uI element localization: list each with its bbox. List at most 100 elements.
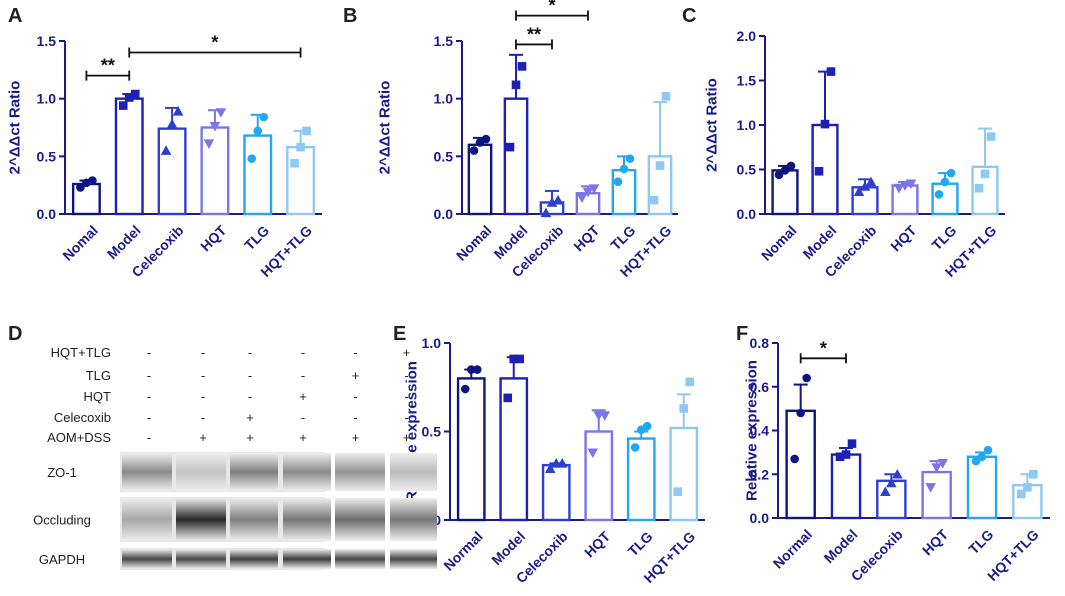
data-point bbox=[166, 118, 178, 129]
data-point bbox=[661, 92, 671, 101]
data-point bbox=[814, 166, 824, 176]
data-point bbox=[655, 161, 665, 170]
treatment-sign: + bbox=[199, 430, 207, 445]
data-point bbox=[469, 146, 479, 155]
treatment-sign: - bbox=[301, 410, 305, 425]
y-axis-title: 2^ΔΔct Ratio bbox=[7, 81, 24, 175]
data-point bbox=[130, 89, 140, 99]
data-point bbox=[893, 183, 905, 194]
blot-band bbox=[230, 498, 278, 541]
data-point bbox=[859, 181, 871, 191]
data-point bbox=[625, 154, 635, 163]
y-tick-label: 1.5 bbox=[737, 73, 757, 89]
data-point bbox=[774, 170, 784, 180]
data-point bbox=[826, 67, 836, 76]
data-point bbox=[215, 108, 227, 118]
data-point bbox=[847, 439, 857, 448]
blot-band bbox=[122, 453, 172, 491]
data-point bbox=[865, 176, 877, 187]
blot-band bbox=[283, 453, 331, 491]
data-point bbox=[786, 161, 796, 171]
treatment-sign: - bbox=[404, 410, 408, 425]
bar bbox=[456, 377, 486, 522]
band-label: Occluding bbox=[33, 513, 91, 528]
treatment-sign: - bbox=[404, 389, 408, 404]
data-point bbox=[780, 166, 790, 175]
data-point bbox=[946, 168, 956, 178]
data-point bbox=[472, 365, 482, 374]
y-tick-label: 2.0 bbox=[737, 28, 757, 44]
blot-band bbox=[122, 498, 172, 541]
bar bbox=[157, 127, 187, 216]
bar bbox=[200, 126, 230, 216]
data-point bbox=[925, 483, 936, 493]
bar bbox=[931, 182, 959, 216]
treatment-sign: - bbox=[201, 389, 205, 404]
band-label: ZO-1 bbox=[47, 465, 77, 480]
treatment-sign: - bbox=[147, 368, 151, 383]
chart-panel-b: B0.00.51.01.52^ΔΔct RatioNomalModelCelec… bbox=[343, 0, 678, 280]
bar bbox=[584, 430, 614, 522]
x-category-label: HQT bbox=[887, 222, 920, 255]
data-point bbox=[599, 411, 611, 421]
data-point bbox=[544, 463, 556, 473]
bar bbox=[966, 455, 998, 520]
data-point bbox=[515, 354, 525, 364]
data-point bbox=[588, 184, 600, 194]
blot-band bbox=[230, 549, 278, 569]
x-category-label: TLG bbox=[241, 222, 272, 253]
data-point bbox=[460, 384, 470, 394]
x-category-label: Model bbox=[488, 528, 528, 568]
y-tick-label: 0.8 bbox=[750, 335, 770, 351]
blot-band bbox=[335, 453, 385, 491]
treatment-sign: - bbox=[147, 430, 151, 445]
treatment-sign: - bbox=[147, 410, 151, 425]
data-point bbox=[247, 154, 257, 163]
panel-letter: C bbox=[682, 5, 696, 27]
data-point bbox=[796, 408, 805, 418]
band-label: GAPDH bbox=[39, 552, 85, 567]
data-point bbox=[934, 190, 944, 199]
x-category-label: HQT bbox=[197, 222, 230, 255]
y-tick-label: 1.0 bbox=[422, 335, 442, 351]
x-category-label: Nomal bbox=[59, 222, 101, 264]
data-point bbox=[302, 126, 311, 136]
data-point bbox=[576, 193, 588, 204]
bar bbox=[611, 168, 637, 216]
blot-band bbox=[335, 498, 385, 541]
data-point bbox=[1029, 469, 1038, 479]
blot-band bbox=[335, 549, 385, 569]
treatment-sign: + bbox=[352, 368, 360, 383]
blot-band bbox=[230, 453, 278, 491]
treatment-sign: - bbox=[248, 389, 252, 404]
y-tick-label: 1.5 bbox=[434, 33, 454, 49]
data-point bbox=[931, 463, 942, 473]
panel-letter: E bbox=[393, 323, 406, 345]
treatment-sign: - bbox=[201, 368, 205, 383]
y-tick-label: 0.0 bbox=[434, 206, 454, 222]
panel-letter: F bbox=[736, 323, 748, 345]
data-point bbox=[986, 132, 996, 141]
y-tick-label: 0.5 bbox=[737, 162, 757, 178]
bar bbox=[626, 437, 656, 522]
x-category-label: Normal bbox=[440, 528, 485, 573]
data-point bbox=[649, 195, 659, 205]
data-point bbox=[517, 62, 527, 71]
x-category-label: Model bbox=[821, 526, 861, 566]
data-point bbox=[124, 93, 134, 102]
data-point bbox=[802, 373, 811, 383]
y-tick-label: 0.5 bbox=[422, 424, 442, 440]
data-point bbox=[899, 181, 911, 191]
data-point bbox=[88, 176, 97, 185]
treatment-sign: + bbox=[403, 430, 411, 445]
x-category-label: TLG bbox=[607, 222, 638, 253]
bar bbox=[286, 145, 316, 216]
y-tick-label: 1.0 bbox=[737, 117, 757, 133]
y-tick-label: 0.0 bbox=[737, 206, 757, 222]
data-point bbox=[937, 459, 948, 469]
treatment-sign: + bbox=[403, 345, 411, 360]
condition-label: HQT+TLG bbox=[51, 345, 111, 360]
data-point bbox=[820, 119, 830, 129]
